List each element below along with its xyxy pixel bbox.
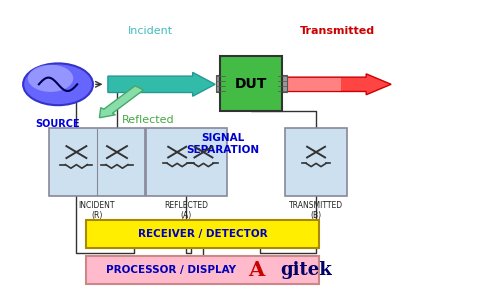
FancyBboxPatch shape [286,128,346,196]
FancyArrow shape [282,74,391,95]
Text: A: A [248,260,265,280]
Text: SIGNAL
SEPARATION: SIGNAL SEPARATION [186,133,259,155]
Circle shape [23,63,93,105]
FancyArrow shape [282,78,341,91]
Text: Reflected: Reflected [122,115,174,125]
Text: REFLECTED
(A): REFLECTED (A) [164,201,208,220]
Text: gitek: gitek [280,261,332,279]
Text: DUT: DUT [235,76,268,91]
FancyArrow shape [100,86,144,118]
Text: Transmitted: Transmitted [300,26,375,36]
Bar [278,75,287,92]
FancyBboxPatch shape [86,220,320,248]
FancyBboxPatch shape [86,256,320,284]
Bar [216,75,224,92]
Text: INCIDENT
(R): INCIDENT (R) [78,201,115,220]
FancyBboxPatch shape [146,128,227,196]
Text: PROCESSOR / DISPLAY: PROCESSOR / DISPLAY [106,265,236,275]
Text: SOURCE: SOURCE [36,118,80,129]
FancyBboxPatch shape [48,128,145,196]
Circle shape [28,65,73,92]
FancyBboxPatch shape [220,56,282,111]
Text: Incident: Incident [128,26,173,36]
Text: TRANSMITTED
(B): TRANSMITTED (B) [289,201,343,220]
Text: RECEIVER / DETECTOR: RECEIVER / DETECTOR [138,230,268,239]
FancyArrow shape [108,72,215,96]
